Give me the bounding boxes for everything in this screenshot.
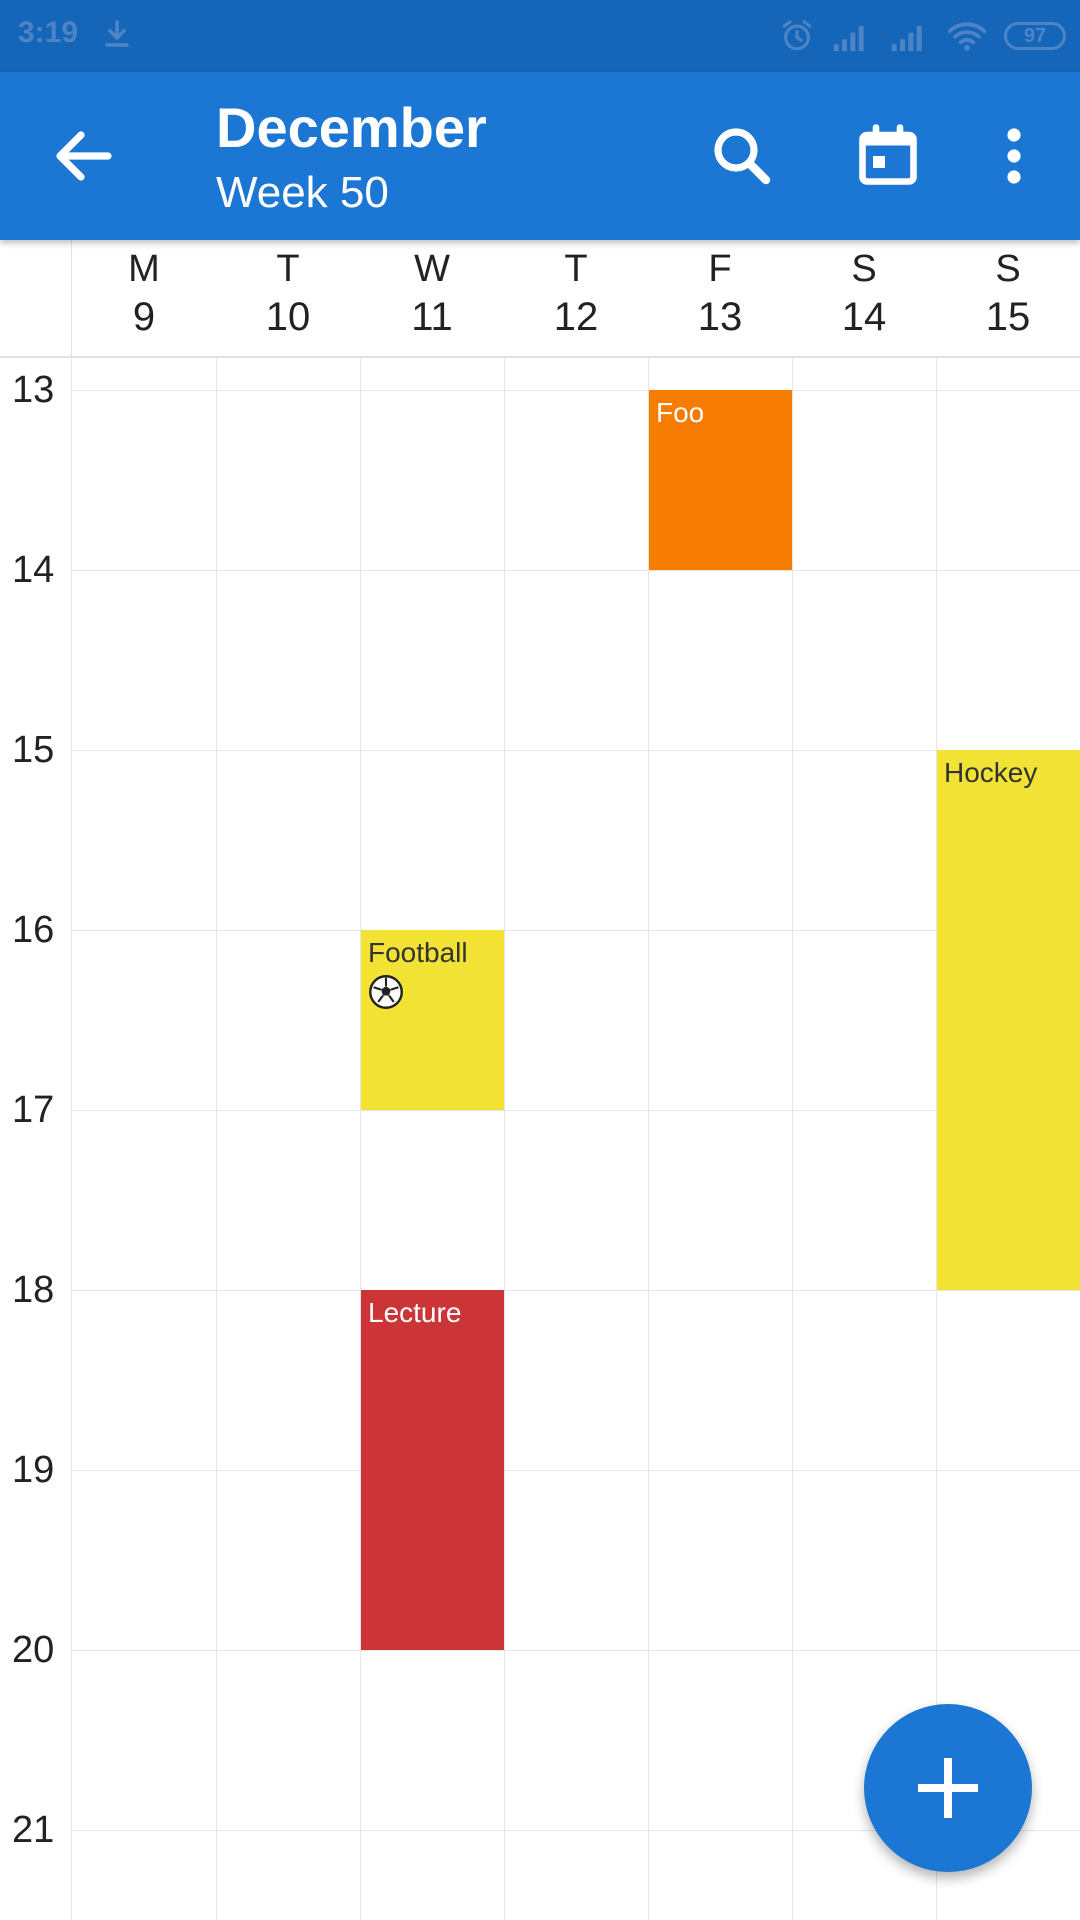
event-hockey[interactable]: Hockey [937,750,1080,1290]
soccer-ball-icon [369,975,403,1009]
day-header-row: M 9 T 10 W 11 T 12 F 13 S 14 S 15 [0,240,1080,358]
status-icons: 97 [780,18,1066,54]
calendar-today-icon[interactable] [852,120,924,192]
hour-label: 17 [12,1089,55,1131]
day-number: 14 [841,295,887,339]
day-letter: S [995,248,1021,290]
week-grid[interactable]: 13 14 15 16 17 18 19 20 21 Foo Hockey Football Lectu… [0,358,1080,1920]
event-football[interactable]: Football [361,930,504,1110]
page-title: December [216,96,487,159]
download-icon [105,20,129,47]
arrow-back-icon[interactable] [48,120,120,192]
hour-line [72,1470,1080,1471]
hour-label: 21 [12,1809,55,1851]
event-title: Foo [656,397,705,428]
hour-line [72,1650,1080,1651]
status-bar: 3:19 97 [0,0,1080,72]
hour-line [72,750,1080,751]
day-number: 10 [265,295,311,339]
day-number: 12 [553,295,599,339]
day-column-divider [936,358,937,1920]
hour-line [72,1290,1080,1291]
wifi-icon [948,22,986,51]
hour-label: 20 [12,1629,55,1671]
day-column-divider [504,358,505,1920]
add-event-button[interactable] [864,1704,1032,1872]
battery-level: 97 [1023,25,1047,47]
day-header-4[interactable]: F 13 [648,246,792,342]
hour-line [72,1110,1080,1111]
hour-line [72,1830,1080,1831]
event-foo[interactable]: Foo [649,390,792,570]
day-letter: T [564,248,588,290]
hour-label: 19 [12,1449,55,1491]
day-column-divider [648,358,649,1920]
day-number: 11 [411,295,453,339]
app-bar: December Week 50 [0,72,1080,240]
event-title: Lecture [368,1297,462,1328]
status-time: 3:19 [18,16,79,49]
day-header-2[interactable]: W 11 [360,246,504,342]
title-block: December Week 50 [216,96,487,222]
hour-label: 15 [12,729,55,771]
day-letter: W [414,248,450,290]
time-gutter-divider [71,240,72,356]
event-lecture[interactable]: Lecture [361,1290,504,1650]
hour-label: 18 [12,1269,55,1311]
day-header-1[interactable]: T 10 [216,246,360,342]
hour-label: 13 [12,369,55,411]
day-column-divider [360,358,361,1920]
day-header-6[interactable]: S 15 [936,246,1080,342]
plus-icon [918,1758,978,1818]
hour-line [72,390,1080,391]
signal-icon [833,26,864,51]
day-letter: F [708,248,732,290]
day-number: 9 [132,295,156,339]
day-header-3[interactable]: T 12 [504,246,648,342]
day-number: 13 [697,295,743,339]
hour-label: 14 [12,549,55,591]
signal-icon [891,26,922,51]
day-header-5[interactable]: S 14 [792,246,936,342]
more-vert-icon[interactable] [978,120,1050,192]
day-column-divider [792,358,793,1920]
week-subtitle: Week 50 [216,168,389,217]
day-letter: T [276,248,300,290]
alarm-icon [782,20,812,51]
day-column-divider [216,358,217,1920]
battery-icon: 97 [1004,22,1066,50]
time-gutter-divider [71,358,72,1920]
day-number: 15 [985,295,1031,339]
event-title: Football [368,937,468,968]
event-title: Hockey [944,757,1038,788]
search-icon[interactable] [706,120,778,192]
day-letter: M [128,248,160,290]
day-letter: S [851,248,877,290]
hour-line [72,570,1080,571]
hour-label: 16 [12,909,55,951]
hour-line [72,930,1080,931]
